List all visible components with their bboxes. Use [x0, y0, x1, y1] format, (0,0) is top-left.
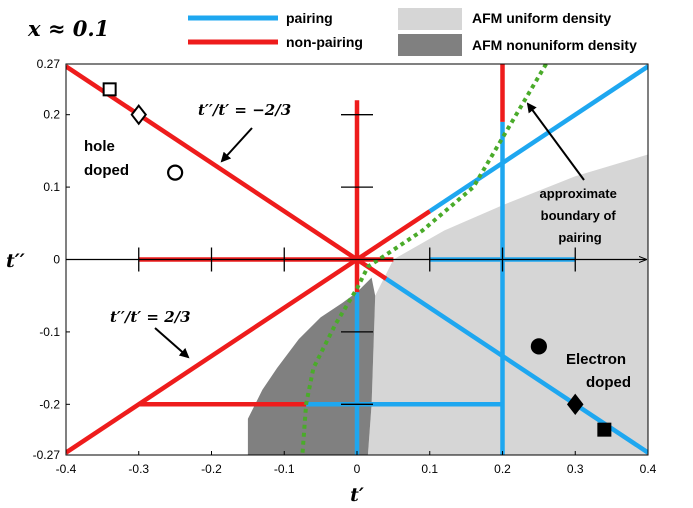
x-tick-label: -0.3	[128, 462, 149, 476]
x-tick-label: 0	[354, 462, 361, 476]
electron-doped-annotation: Electron doped	[566, 351, 631, 391]
electron-doped-line2: doped	[586, 374, 631, 391]
hole-doped-line1: hole	[84, 138, 115, 155]
y-tick-label: -0.1	[39, 325, 60, 339]
legend-swatch-afm-nonuniform	[398, 34, 462, 56]
y-tick-label: 0	[53, 253, 60, 267]
pairing-segment	[428, 64, 648, 214]
x-tick-label: 0.4	[640, 462, 657, 476]
y-tick-label: 0.27	[37, 57, 61, 71]
non-pairing-segment	[66, 64, 388, 281]
y-axis-label: t′′	[6, 250, 25, 272]
y-tick-label: -0.2	[39, 397, 60, 411]
boundary-line	[300, 64, 548, 455]
ratio-neg-annotation: t′′/t′ = −2/3	[198, 101, 291, 119]
legend-label-non-pairing: non-pairing	[286, 34, 363, 50]
y-tick-labels: -0.27 -0.2 -0.1 0 0.1 0.2 0.27	[33, 57, 70, 462]
non-pairing-segment	[66, 209, 432, 455]
y-tick-label: 0.2	[43, 108, 60, 122]
boundary-line2: boundary of	[541, 208, 617, 223]
ratio-pos-annotation: t′′/t′ = 2/3	[110, 308, 191, 326]
x-tick-label: -0.1	[274, 462, 295, 476]
x-tick-label: 0.1	[421, 462, 438, 476]
afm-regions	[247, 154, 648, 455]
inner-axes	[66, 114, 646, 405]
data-markers	[102, 82, 612, 437]
boundary-annotation: approximate boundary of pairing	[540, 186, 621, 245]
y-tick-label: -0.27	[33, 448, 61, 462]
x-tick-labels: -0.4 -0.3 -0.2 -0.1 0 0.1 0.2 0.3 0.4	[56, 451, 657, 476]
filled-circle-marker	[530, 338, 547, 355]
x-tick-label: -0.4	[56, 462, 77, 476]
boundary-line3: pairing	[558, 230, 601, 245]
electron-doped-line1: Electron	[566, 351, 626, 368]
boundary-arrow	[526, 102, 585, 181]
legend-swatch-afm-uniform	[398, 8, 462, 30]
y-tick-label: 0.1	[43, 180, 60, 194]
legend-label-afm-nonuniform: AFM nonuniform density	[472, 37, 637, 53]
afm-nonuniform-region	[247, 277, 376, 455]
open-circle-marker	[167, 164, 184, 181]
ratio-neg-arrow	[220, 127, 253, 163]
legend: pairing non-pairing AFM uniform density …	[188, 8, 637, 56]
afm-uniform-region	[367, 154, 648, 455]
x-tick-label: 0.3	[567, 462, 584, 476]
ratio-pos-arrow	[154, 327, 190, 359]
open-diamond-marker	[130, 104, 148, 126]
legend-label-afm-uniform: AFM uniform density	[472, 10, 611, 26]
boundary-line1: approximate	[540, 186, 617, 201]
legend-label-pairing: pairing	[286, 10, 333, 26]
hole-doped-annotation: hole doped	[84, 138, 129, 179]
x-axis-label: t′	[350, 484, 364, 506]
filled-diamond-marker	[566, 393, 584, 415]
chart-title: x ≈ 0.1	[27, 16, 109, 41]
open-square-marker	[102, 82, 117, 97]
x-tick-label: 0.2	[494, 462, 511, 476]
x-tick-label: -0.2	[201, 462, 222, 476]
hole-doped-line2: doped	[84, 162, 129, 179]
filled-square-marker	[597, 422, 612, 437]
